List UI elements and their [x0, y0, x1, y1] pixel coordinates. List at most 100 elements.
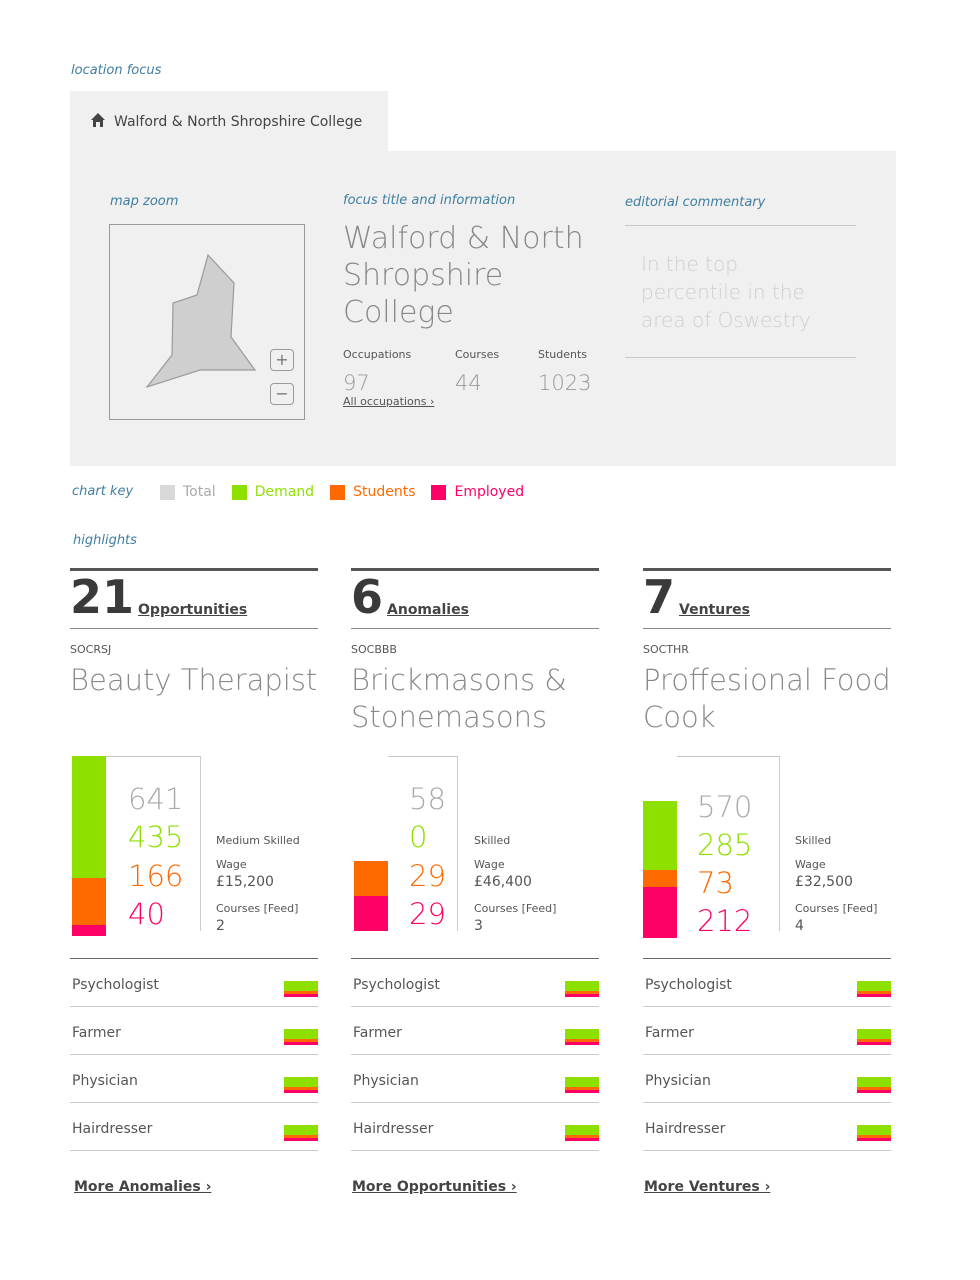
stat-value: 44 [455, 371, 482, 395]
highlight-count: 6 [351, 570, 384, 624]
location-focus-note: location focus [71, 63, 162, 78]
list-item[interactable]: Farmer [70, 1007, 318, 1055]
list-item[interactable]: Farmer [643, 1007, 891, 1055]
mini-stack-bar [857, 1029, 891, 1045]
skill-level: Skilled [795, 834, 832, 847]
list-item[interactable]: Hairdresser [351, 1103, 599, 1151]
value-students: 166 [128, 859, 184, 893]
courses-label: Courses [Feed] [216, 902, 299, 915]
bar-segment-employed [643, 887, 677, 938]
list-item[interactable]: Psychologist [643, 959, 891, 1007]
stat-value: 1023 [538, 371, 592, 395]
list-item[interactable]: Hairdresser [70, 1103, 318, 1151]
list-item[interactable]: Physician [643, 1055, 891, 1103]
courses-value: 3 [474, 918, 483, 934]
list-item-label: Physician [72, 1073, 138, 1089]
list-item-label: Hairdresser [645, 1121, 726, 1137]
list-item-label: Farmer [645, 1025, 694, 1041]
chart-divider [457, 756, 458, 931]
value-students: 73 [697, 866, 734, 900]
location-tab[interactable]: Walford & North Shropshire College [70, 91, 388, 153]
list-item-label: Farmer [353, 1025, 402, 1041]
column-header: 6 Anomalies [351, 571, 599, 629]
chart-key-item-demand: Demand [231, 484, 315, 500]
highlight-category-link[interactable]: Opportunities [138, 602, 248, 618]
value-employed: 212 [697, 904, 753, 938]
related-occupations-list: Psychologist Farmer Physician Hairdresse… [643, 958, 891, 1151]
occupation-stack-chart: 641 435 166 40 Medium Skilled Wage £15,200 Cour… [70, 756, 318, 936]
stat-value: 97 [343, 371, 370, 395]
chart-top-line [388, 756, 457, 757]
list-item-label: Physician [645, 1073, 711, 1089]
chart-key-label: Employed [454, 484, 525, 500]
list-item[interactable]: Physician [70, 1055, 318, 1103]
focus-title: Walford & North Shropshire College [343, 221, 584, 330]
list-item-label: Physician [353, 1073, 419, 1089]
stat-occupations: Occupations 97 [343, 348, 411, 395]
value-students: 29 [409, 859, 446, 893]
chart-key-swatch [231, 484, 247, 500]
more-link[interactable]: More Ventures › [644, 1179, 771, 1195]
courses-label: Courses [Feed] [795, 902, 878, 915]
chart-key-item-total: Total [160, 484, 216, 500]
all-occupations-link[interactable]: All occupations › [343, 395, 435, 408]
list-item[interactable]: Physician [351, 1055, 599, 1103]
chart-divider [200, 756, 201, 931]
mini-stack-bar [565, 1029, 599, 1045]
occupation-code: SOCTHR [643, 643, 689, 656]
list-item-label: Farmer [72, 1025, 121, 1041]
map-zoom[interactable]: + − [109, 224, 305, 420]
list-item[interactable]: Hairdresser [643, 1103, 891, 1151]
chart-key-swatch [431, 484, 447, 500]
related-occupations-list: Psychologist Farmer Physician Hairdresse… [70, 958, 318, 1151]
chart-key-swatch [330, 484, 346, 500]
list-item-label: Psychologist [353, 977, 440, 993]
occupation-title: Proffesional Food Cook [643, 663, 891, 734]
home-icon [90, 112, 106, 132]
more-link[interactable]: More Opportunities › [352, 1179, 517, 1195]
mini-stack-bar [857, 1125, 891, 1141]
occupation-code: SOCRSJ [70, 643, 112, 656]
chart-key-label: Students [353, 484, 416, 500]
highlight-category-link[interactable]: Anomalies [387, 602, 469, 618]
zoom-in-button[interactable]: + [270, 349, 294, 371]
highlight-count: 21 [70, 570, 135, 624]
chart-key-item-students: Students [330, 484, 415, 500]
highlight-category-link[interactable]: Ventures [679, 602, 750, 618]
wage-value: £32,500 [795, 874, 853, 890]
column-top-rule [351, 568, 599, 571]
skill-level: Medium Skilled [216, 834, 300, 847]
mini-stack-bar [565, 1125, 599, 1141]
commentary-divider-bottom [625, 357, 856, 358]
location-tab-label: Walford & North Shropshire College [114, 114, 363, 130]
editorial-commentary-note: editorial commentary [625, 195, 766, 210]
chart-key-label: Demand [254, 484, 315, 500]
more-link[interactable]: More Anomalies › [74, 1179, 212, 1195]
list-item[interactable]: Psychologist [351, 959, 599, 1007]
mini-stack-bar [284, 1125, 318, 1141]
bar-segment-students [354, 861, 388, 896]
value-demand: 285 [697, 828, 753, 862]
chart-top-line [677, 756, 779, 757]
occupation-title: Beauty Therapist [70, 663, 318, 697]
wage-label: Wage [216, 858, 247, 871]
list-item-label: Psychologist [645, 977, 732, 993]
zoom-out-button[interactable]: − [270, 383, 294, 405]
chart-top-line [106, 756, 200, 757]
highlights-note: highlights [73, 533, 137, 548]
chart-key-item-employed: Employed [431, 484, 524, 500]
related-occupations-list: Psychologist Farmer Physician Hairdresse… [351, 958, 599, 1151]
column-top-rule [70, 568, 318, 571]
bar-segment-demand [643, 801, 677, 870]
bar-segment-employed [72, 924, 106, 936]
list-item[interactable]: Farmer [351, 1007, 599, 1055]
mini-stack-bar [565, 1077, 599, 1093]
stat-label: Courses [455, 348, 500, 361]
value-demand: 435 [128, 820, 184, 854]
chart-key-label: Total [183, 484, 216, 500]
list-item[interactable]: Psychologist [70, 959, 318, 1007]
courses-value: 2 [216, 918, 225, 934]
highlight-count: 7 [643, 570, 676, 624]
mini-stack-bar [565, 981, 599, 997]
list-item-label: Hairdresser [72, 1121, 153, 1137]
